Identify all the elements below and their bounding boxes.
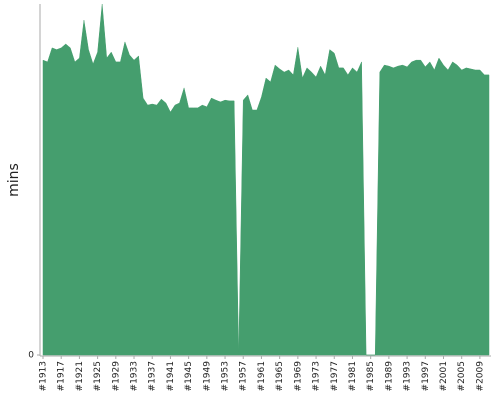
x-tick-label: #1917 — [57, 361, 67, 391]
x-tick-label: #1977 — [330, 361, 340, 391]
x-tick-label: #1997 — [421, 361, 431, 391]
area — [42, 3, 490, 356]
x-tick-label: #1929 — [111, 361, 121, 392]
y-tick-label: 0 — [28, 351, 34, 361]
x-tick-label: #1965 — [275, 361, 285, 391]
y-axis-label: mins — [6, 163, 22, 197]
x-tick-label: #1921 — [75, 361, 85, 391]
x-tick-label: #1961 — [257, 361, 267, 391]
x-tick-label: #1985 — [366, 361, 376, 391]
x-tick-label: #2009 — [475, 361, 485, 392]
x-tick-label: #1945 — [184, 361, 194, 391]
x-tick-label: #1953 — [221, 361, 231, 391]
x-tick-label: #1925 — [93, 361, 103, 391]
x-tick-label: #1969 — [293, 361, 303, 392]
x-tick-label: #2005 — [457, 361, 467, 391]
x-tick-label: #1973 — [312, 361, 322, 391]
x-tick-label: #1937 — [148, 361, 158, 391]
x-tick-label: #1933 — [130, 361, 140, 391]
x-tick-label: #2001 — [439, 361, 449, 391]
x-tick-label: #1993 — [403, 361, 413, 391]
x-tick-label: #1989 — [384, 361, 394, 392]
x-tick-label: #1957 — [239, 361, 249, 391]
x-tick-label: #1949 — [202, 361, 212, 392]
x-tick-label: #1941 — [166, 361, 176, 391]
x-tick-label: #1981 — [348, 361, 358, 391]
x-tick-label: #1913 — [39, 361, 49, 391]
